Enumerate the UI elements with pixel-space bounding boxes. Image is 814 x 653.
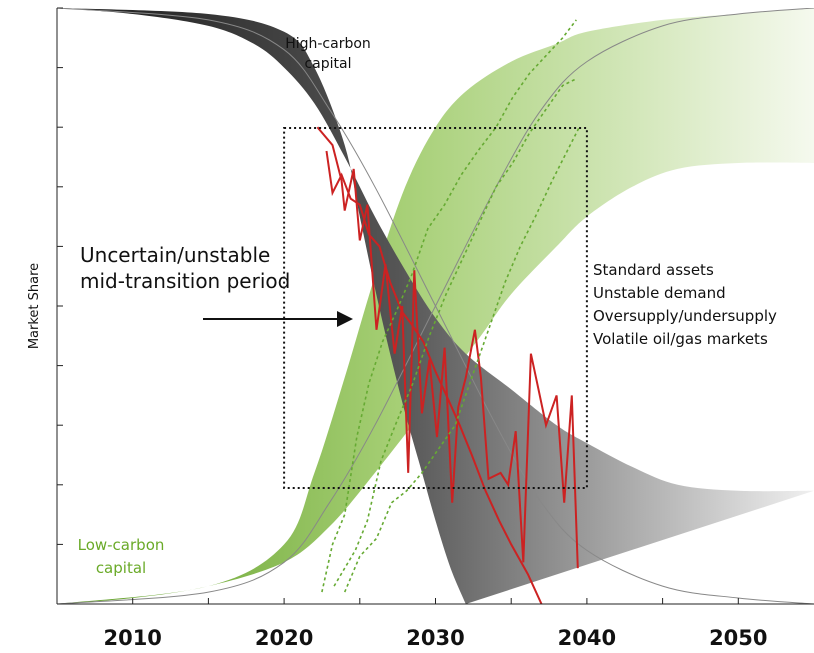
green-dotted-series-4 — [343, 126, 581, 593]
x-tick-label: 2030 — [406, 626, 464, 650]
uncertain-label-line-1: mid-transition period — [80, 269, 290, 293]
risk-item-line-0: Standard assets — [593, 261, 714, 279]
red-volatile-series-0 — [316, 126, 579, 569]
uncertain-label-line-0: Uncertain/unstable — [80, 243, 270, 267]
low-carbon-label-line-1: capital — [96, 559, 146, 577]
transition-window-box — [283, 127, 588, 489]
volatile-series-layer — [316, 19, 581, 604]
high-carbon-trend-line — [57, 8, 814, 604]
low-carbon-trend-line — [57, 8, 814, 604]
high-carbon-label-line-0: High-carbon — [285, 36, 371, 52]
risk-item-line-3: Volatile oil/gas markets — [593, 330, 768, 348]
high-carbon-label-line-1: capital — [304, 56, 351, 72]
high-carbon-label: High-carbon capital — [285, 36, 371, 72]
low-carbon-label: Low-carbon capital — [78, 536, 165, 577]
green-dotted-series-2 — [321, 19, 577, 593]
x-tick-label: 2020 — [255, 626, 313, 650]
risk-item-line-1: Unstable demand — [593, 284, 726, 302]
x-tick-label: 2040 — [558, 626, 616, 650]
x-axis-ticks: 2010 2020 2030 2040 2050 — [103, 598, 768, 650]
low-carbon-label-line-0: Low-carbon — [78, 536, 165, 554]
x-tick-label: 2010 — [103, 626, 161, 650]
risk-item-line-2: Oversupply/undersupply — [593, 307, 777, 325]
arrow-head — [337, 311, 353, 327]
y-axis-label: Market Share — [27, 263, 42, 349]
high-carbon-band — [57, 8, 814, 604]
red-volatile-series-1 — [325, 150, 543, 604]
risk-list: Standard assets Unstable demand Oversupply… — [593, 261, 777, 348]
arrow — [203, 311, 353, 327]
x-tick-label: 2050 — [709, 626, 767, 650]
y-axis-ticks — [57, 7, 63, 605]
axes: 2010 2020 2030 2040 2050 — [56, 7, 814, 650]
green-dotted-series-3 — [333, 78, 576, 587]
